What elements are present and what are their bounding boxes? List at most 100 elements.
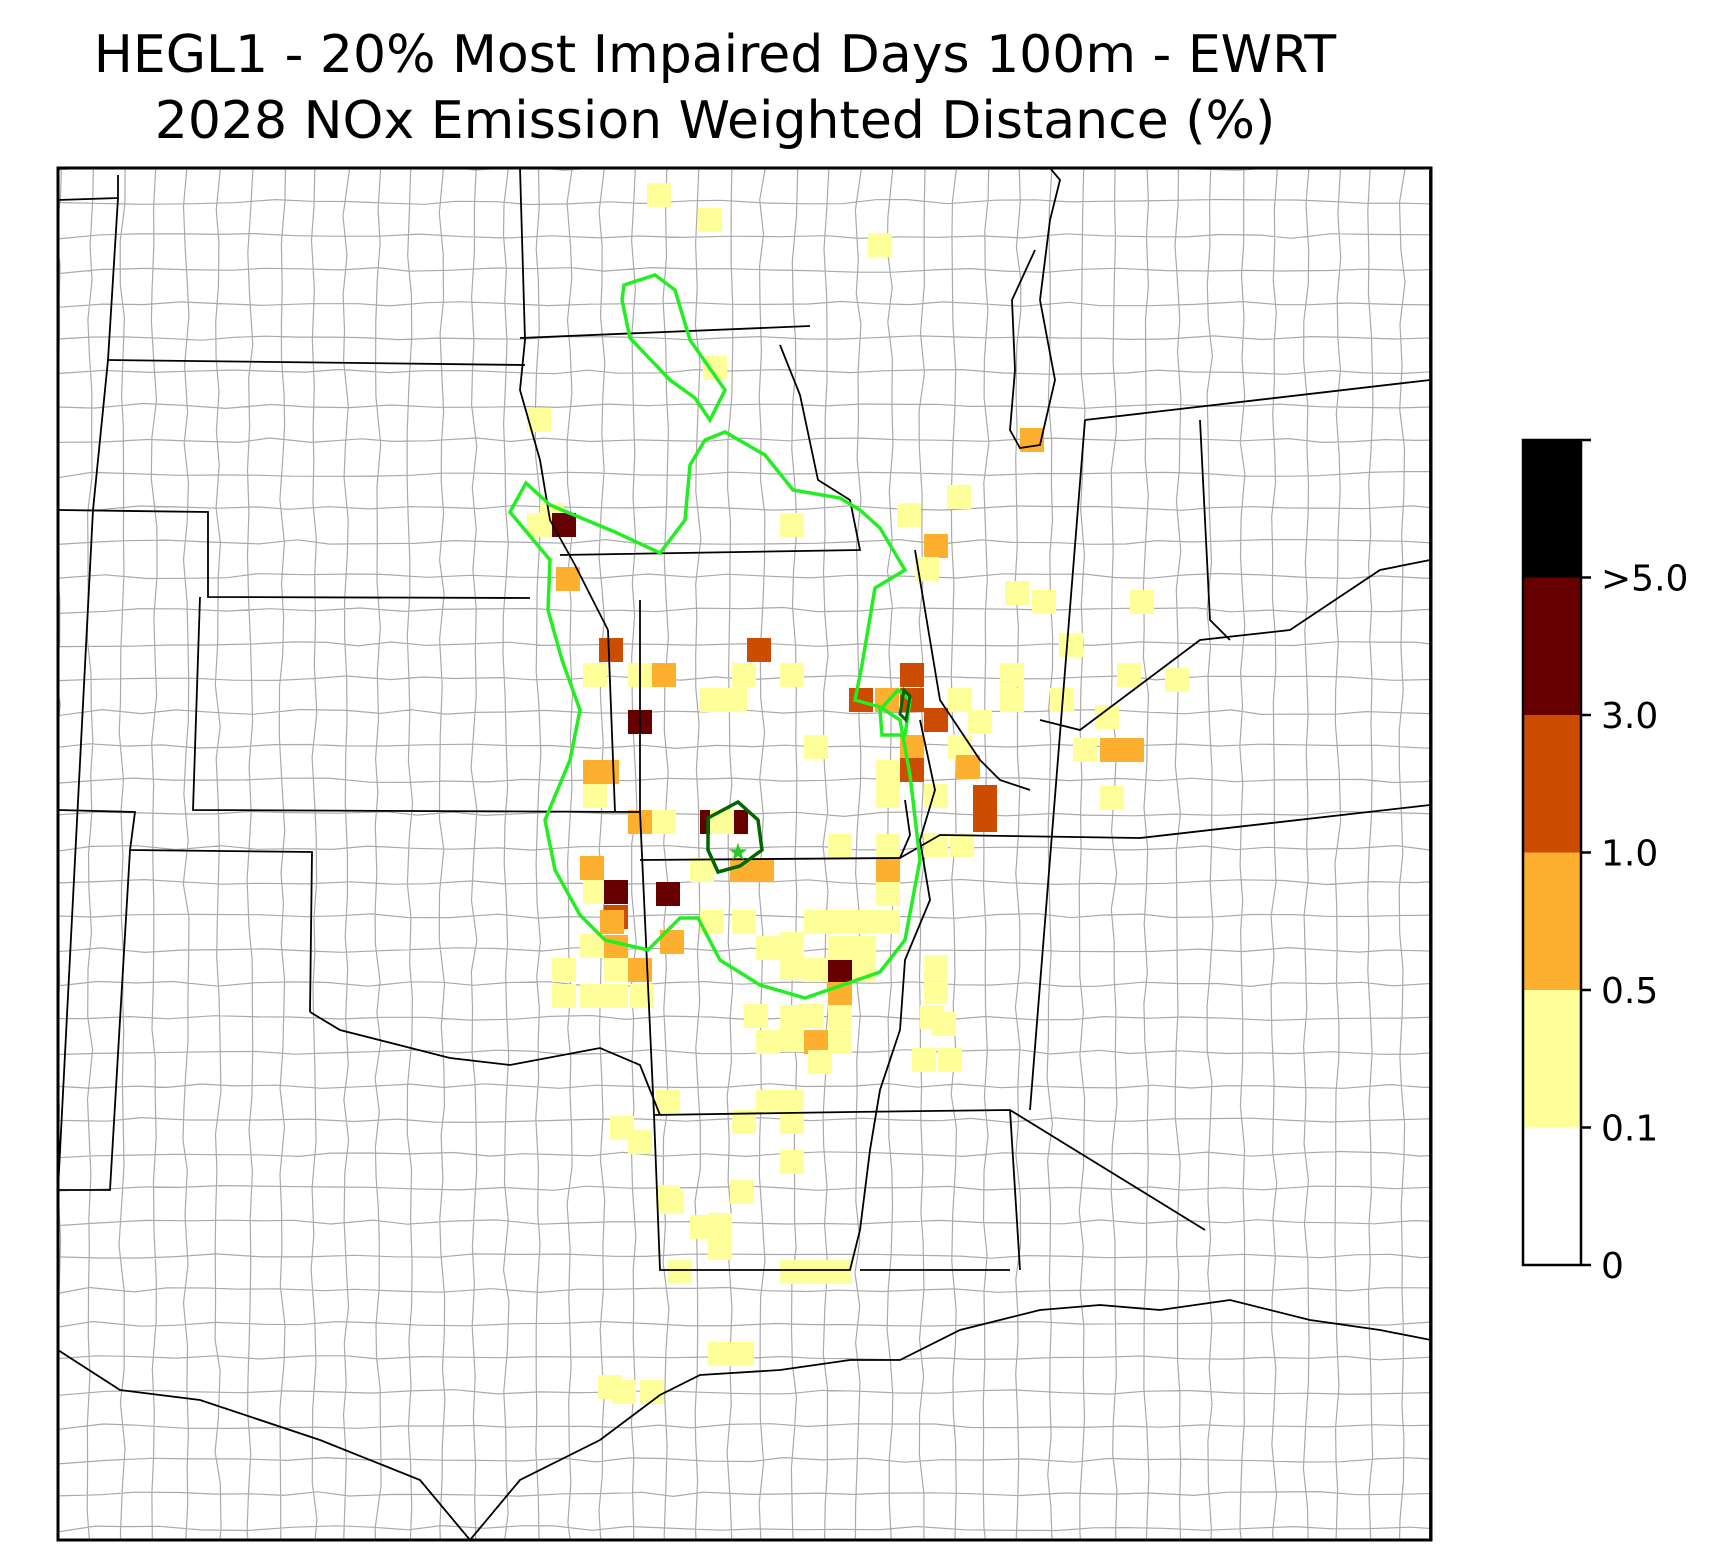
contribution-cell [1005,581,1029,605]
contribution-cell [780,1028,804,1052]
contribution-cell [808,1050,832,1074]
state-boundary [107,359,526,366]
map-title-line-2: 2028 NOx Emission Weighted Distance (%) [154,91,1276,151]
contribution-cell [756,936,780,960]
contribution-cell [1130,590,1154,614]
contribution-cell [756,1090,780,1114]
contribution-cell [628,1130,652,1154]
contribution-cell [656,1090,680,1114]
contribution-cell [1059,633,1083,657]
state-boundary [519,325,811,339]
mississippi-river [859,719,936,1231]
contribution-cell [948,688,972,712]
contribution-cell [912,1048,936,1072]
contribution-cell [828,1260,852,1284]
inner-contour-small [898,686,912,724]
contribution-cell [924,708,948,732]
contribution-cell [924,955,948,979]
contribution-cell [552,984,576,1008]
map-panel-background [58,168,1431,1540]
state-boundary [914,549,1031,791]
county-lines [58,168,1431,1540]
contribution-cell [828,834,852,858]
contribution-cell [780,932,804,956]
lake-michigan-shore [1009,168,1061,449]
contribution-cell [700,688,724,712]
contribution-cell [1117,663,1141,687]
contribution-cell [652,663,676,687]
contribution-cell [876,910,900,934]
map-frame [56,166,1433,1542]
contribution-cell [924,534,948,558]
state-boundary [192,596,641,813]
state-boundary [1199,419,1231,641]
contribution-cell [947,485,971,509]
contribution-cell [804,1260,828,1284]
state-boundary [1084,379,1431,421]
contribution-cell [690,858,714,882]
contribution-cell [708,1236,732,1260]
state-boundary [519,168,609,631]
contribution-cell [876,858,900,882]
contribution-cell [876,834,900,858]
contribution-cell [598,1375,622,1399]
contribution-cell [897,503,921,527]
contribution-cell [780,663,804,687]
contribution-cell [708,1213,732,1237]
contribution-cell [556,567,580,591]
contribution-cell [828,910,852,934]
gulf-coastline [58,1299,1431,1540]
contribution-cell [732,910,756,934]
contribution-cell [780,956,804,980]
colorbar-band [1523,577,1581,715]
state-boundary [653,1114,861,1271]
colorbar-band [1523,1127,1581,1265]
contribution-cell [828,1005,852,1029]
outer-contour-north [620,273,728,424]
contribution-cell [527,513,551,537]
county-boundaries [58,168,1431,1540]
contribution-cell [956,755,980,779]
colorbar: 0 0.1 0.5 1.0 3.0 >5.0 [1521,438,1688,1287]
state-boundary [559,344,862,556]
contribution-cell [656,882,680,906]
contribution-cell [604,958,628,982]
contribution-cell [868,233,892,257]
contribution-cell [950,833,974,857]
contribution-cell [1000,663,1024,687]
contribution-cell [876,760,900,784]
contribution-cell [732,663,756,687]
contribution-cell [600,910,624,934]
contribution-cell [756,1030,780,1054]
contribution-cell [973,808,997,832]
contribution-cell [744,1004,768,1028]
contribution-cell [828,958,852,982]
contribution-cell [924,784,948,808]
contribution-cell [1100,786,1124,810]
state-boundary [58,849,131,1191]
contribution-cell [723,688,747,712]
contribution-cell [804,910,828,934]
contribution-cell [583,663,607,687]
contribution-cell [804,958,828,982]
contribution-cell [1120,738,1144,762]
contribution-cell [973,785,997,809]
contribution-cell [604,880,628,904]
colorbar-tick-label: 3.0 [1601,696,1658,737]
contribution-cell [652,810,676,834]
contribution-cell [604,984,628,1008]
colorbar-band [1523,990,1581,1128]
contribution-cell [1032,590,1056,614]
contribution-cell [780,1260,804,1284]
contribution-cell [580,934,604,958]
contribution-cell [599,638,623,662]
contribution-cell [730,1342,754,1366]
map-content: ★ [58,168,1431,1540]
contribution-cell [580,984,604,1008]
contribution-cell [1000,688,1024,712]
state-boundaries [58,168,1431,1540]
contribution-cell [780,1110,804,1134]
colorbar-tick-label: 0.5 [1601,971,1658,1012]
contribution-cell [876,784,900,808]
state-boundary [1039,559,1431,731]
